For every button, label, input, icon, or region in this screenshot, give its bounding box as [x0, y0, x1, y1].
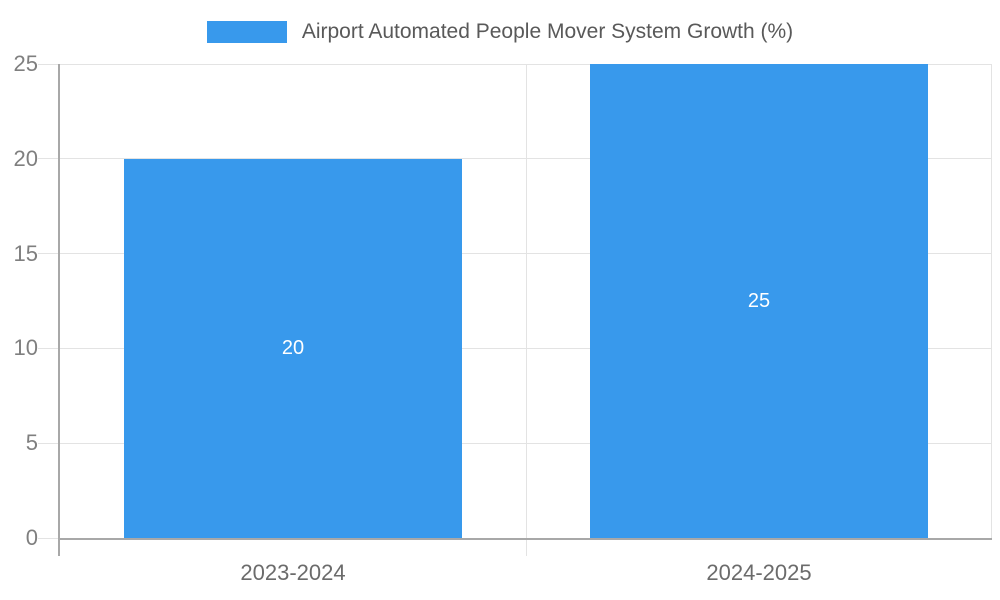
legend-item[interactable]: Airport Automated People Mover System Gr… — [0, 19, 1000, 45]
bar-value-label: 20 — [281, 336, 305, 359]
y-tick-label: 25 — [13, 51, 38, 76]
y-tick-mark — [38, 442, 58, 444]
y-axis-extension — [58, 540, 60, 556]
x-tick-label-2024-2025: 2024-2025 — [706, 560, 812, 585]
y-tick-label: 15 — [13, 240, 38, 266]
y-tick-mark — [38, 537, 58, 539]
x-tick-mark — [525, 540, 527, 556]
bar-2024-2025[interactable]: 25 — [590, 64, 928, 538]
plot-area: 20 25 — [38, 63, 992, 556]
y-tick-label: 20 — [13, 145, 38, 171]
y-tick-mark — [38, 158, 58, 160]
y-tick-label: 10 — [13, 335, 38, 361]
gridline-right-edge — [991, 64, 992, 538]
legend-label: Airport Automated People Mover System Gr… — [301, 20, 794, 43]
y-tick-mark — [38, 63, 58, 65]
y-tick-label: 0 — [25, 525, 38, 550]
y-tick-mark — [38, 253, 58, 255]
bar-2023-2024[interactable]: 20 — [124, 158, 462, 538]
x-tick-label-2023-2024: 2023-2024 — [240, 560, 346, 585]
bar-value-label: 25 — [747, 289, 771, 312]
gridline-category-boundary — [525, 64, 527, 538]
legend-swatch-icon — [206, 21, 287, 43]
y-tick-mark — [38, 347, 58, 349]
y-tick-label: 5 — [25, 430, 38, 456]
